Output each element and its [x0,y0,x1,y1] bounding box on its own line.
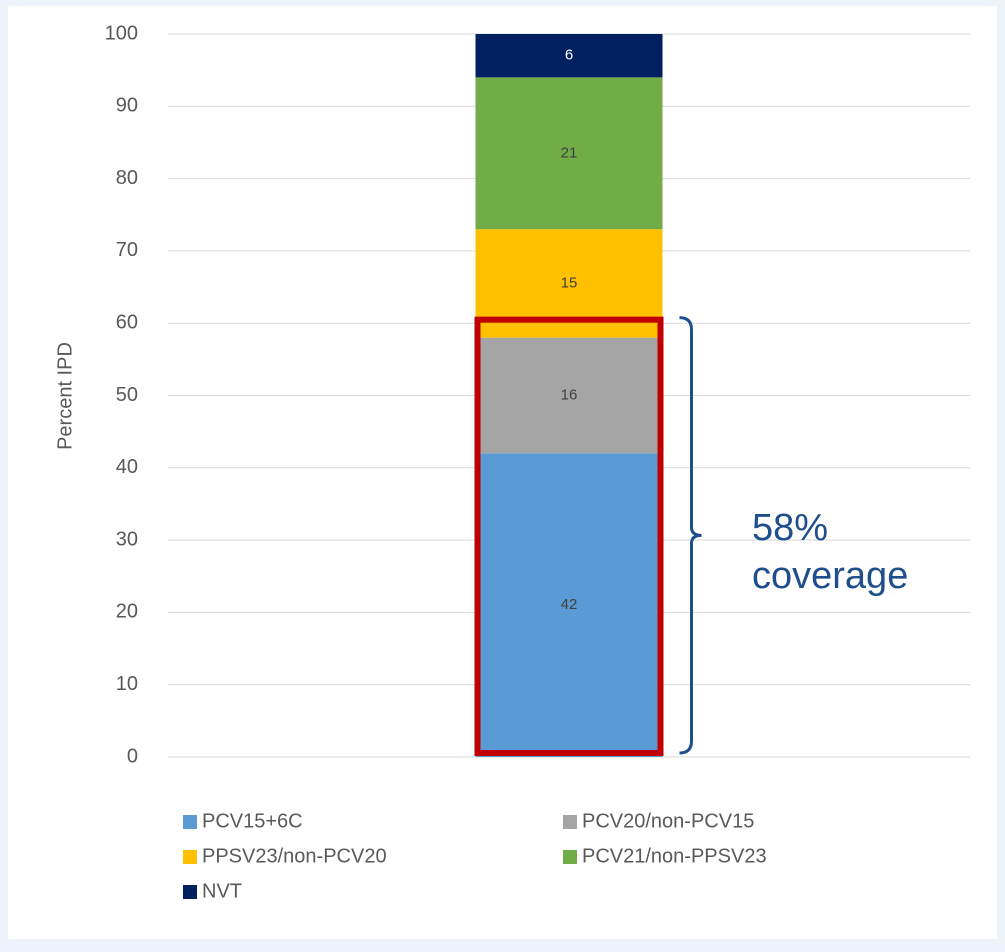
y-tick-label: 40 [116,456,138,478]
legend-label: PPSV23/non-PCV20 [202,845,387,867]
brace [679,316,702,755]
data-label: 21 [561,144,578,161]
annotation: coverage [752,555,908,597]
y-tick-label: 30 [116,528,138,550]
y-axis-label: Percent IPD [54,342,76,450]
y-tick-label: 70 [116,239,138,261]
legend-swatch [183,885,197,899]
bar-segment [475,34,663,78]
legend-label: PCV21/non-PPSV23 [582,845,767,867]
highlight-box [474,316,664,756]
y-tick-label: 0 [127,745,138,767]
data-label: 6 [565,47,573,64]
legend-swatch [563,815,577,829]
legend-label: PCV15+6C [202,810,303,832]
data-label: 15 [561,274,578,291]
y-tick-label: 60 [116,311,138,333]
legend-swatch [563,850,577,864]
bar-segment [475,337,663,454]
y-tick-label: 20 [116,601,138,623]
annotation: 58% [752,507,828,549]
data-label: 16 [561,386,578,403]
bar-segment [475,77,663,230]
y-tick-label: 50 [116,384,138,406]
data-label: 42 [561,596,578,613]
bar-segment [475,453,663,757]
y-tick-label: 10 [116,673,138,695]
legend-label: PCV20/non-PCV15 [582,810,754,832]
legend-label: NVT [202,880,242,902]
y-tick-label: 100 [105,22,138,44]
y-tick-label: 90 [116,95,138,117]
y-tick-label: 80 [116,167,138,189]
legend-swatch [183,850,197,864]
legend-swatch [183,815,197,829]
